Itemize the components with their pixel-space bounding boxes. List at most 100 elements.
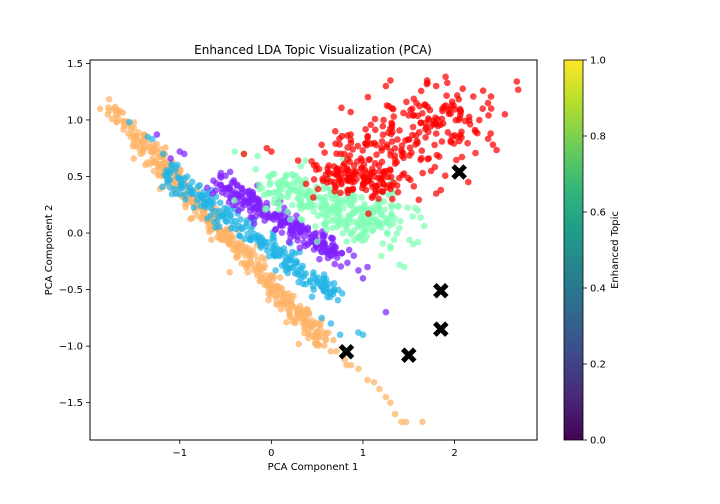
scatter-point	[410, 183, 418, 190]
scatter-point	[479, 105, 487, 112]
scatter-point	[264, 282, 271, 290]
scatter-point	[214, 233, 221, 241]
scatter-point	[433, 151, 441, 159]
scatter-point	[290, 179, 298, 186]
scatter-point	[190, 204, 198, 211]
scatter-point	[327, 320, 335, 327]
scatter-point	[206, 228, 213, 236]
scatter-point	[350, 178, 358, 186]
scatter-point	[409, 213, 416, 220]
scatter-point	[174, 173, 182, 181]
scatter-point	[323, 226, 331, 233]
scatter-point	[316, 255, 323, 263]
scatter-point	[302, 157, 309, 164]
scatter-point	[226, 168, 234, 176]
scatter-point	[367, 140, 375, 147]
scatter-point	[264, 189, 271, 197]
y-axis-label: PCA Component 2	[44, 205, 55, 296]
scatter-point	[431, 141, 438, 149]
scatter-point	[419, 110, 426, 117]
scatter-point	[263, 205, 270, 212]
scatter-point	[333, 347, 340, 355]
scatter-point	[314, 185, 322, 193]
scatter-point	[302, 280, 310, 288]
scatter-point	[324, 250, 331, 257]
scatter-point	[400, 263, 408, 271]
scatter-point	[426, 106, 434, 114]
scatter-point	[404, 204, 411, 211]
scatter-point	[231, 197, 238, 204]
scatter-point	[229, 246, 237, 254]
scatter-point	[330, 280, 338, 287]
scatter-point	[485, 112, 492, 119]
scatter-point	[343, 238, 351, 245]
scatter-point	[331, 260, 339, 268]
scatter-point	[344, 259, 351, 267]
scatter-point	[420, 222, 428, 230]
scatter-point	[247, 258, 254, 265]
scatter-point	[391, 214, 398, 222]
scatter-point	[336, 331, 344, 339]
scatter-point	[425, 155, 433, 162]
centroid-markers	[338, 164, 467, 363]
scatter-point	[310, 286, 318, 293]
scatter-point	[244, 230, 251, 238]
scatter-point	[487, 105, 495, 112]
scatter-point	[358, 194, 365, 201]
scatter-point	[272, 267, 279, 274]
scatter-point	[470, 93, 477, 100]
scatter-point	[359, 275, 367, 282]
scatter-point	[130, 155, 137, 162]
scatter-point	[315, 193, 323, 201]
scatter-point	[347, 108, 355, 116]
scatter-point	[349, 186, 357, 193]
scatter-point	[318, 314, 326, 322]
scatter-point	[415, 196, 423, 204]
scatter-point	[284, 208, 291, 215]
scatter-point	[303, 202, 311, 210]
scatter-point	[346, 215, 353, 222]
colorbar-tick-label: 0.2	[590, 360, 606, 371]
x-tick-label: 1	[360, 448, 366, 459]
scatter-point	[159, 183, 166, 191]
scatter-point	[425, 128, 432, 136]
x-tick-label: 0	[268, 448, 274, 459]
scatter-point	[150, 158, 158, 166]
scatter-point	[376, 218, 383, 226]
scatter-point	[372, 190, 379, 197]
scatter-point	[153, 131, 161, 138]
x-axis-label: PCA Component 1	[268, 462, 359, 473]
scatter-point	[182, 196, 189, 203]
scatter-point	[284, 193, 292, 201]
scatter-point	[162, 144, 169, 151]
scatter-point	[379, 240, 387, 247]
scatter-point	[358, 213, 366, 220]
scatter-point	[318, 280, 326, 287]
scatter-point	[222, 214, 229, 221]
scatter-point	[388, 105, 396, 112]
scatter-point	[417, 119, 425, 127]
scatter-point	[362, 126, 369, 133]
scatter-point	[294, 309, 302, 316]
scatter-point	[338, 290, 346, 297]
scatter-point	[484, 135, 492, 142]
scatter-point	[240, 150, 248, 158]
scatter-point	[238, 225, 246, 233]
scatter-point	[286, 313, 294, 321]
scatter-point	[464, 139, 471, 147]
scatter-point	[149, 147, 156, 155]
scatter-point	[402, 418, 410, 426]
scatter-point	[350, 162, 358, 169]
scatter-point	[337, 150, 344, 158]
scatter-point	[322, 219, 329, 226]
centroid-x-marker	[451, 164, 467, 180]
scatter-point	[368, 194, 376, 201]
scatter-point	[291, 319, 299, 327]
scatter-point	[344, 144, 351, 151]
scatter-point	[378, 138, 386, 145]
scatter-point	[375, 195, 382, 203]
scatter-point	[226, 268, 233, 276]
scatter-point	[321, 149, 328, 156]
scatter-point	[501, 111, 509, 118]
scatter-point	[371, 115, 379, 123]
